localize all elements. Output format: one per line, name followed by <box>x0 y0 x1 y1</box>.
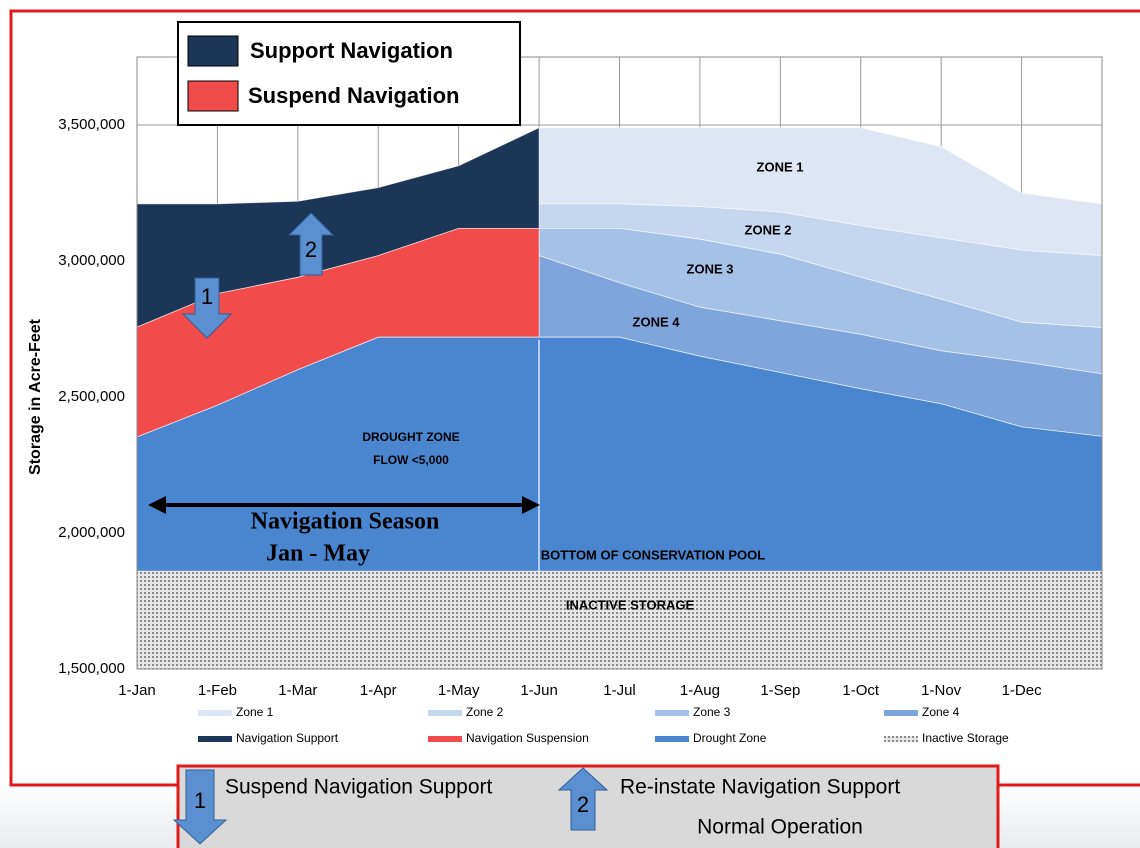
area <box>137 571 1102 669</box>
step-number: 1 <box>194 788 206 813</box>
legend-label: Navigation Support <box>236 731 339 745</box>
y-axis-label: Storage in Acre-Feet <box>27 318 44 475</box>
legend-swatch <box>884 736 918 742</box>
legend-swatch <box>187 80 239 112</box>
y-tick-label: 2,500,000 <box>58 388 125 405</box>
x-tick-label: 1-May <box>438 682 480 699</box>
x-tick-label: 1-Jul <box>603 682 636 699</box>
annotation: ZONE 1 <box>757 159 804 174</box>
y-tick-label: 3,000,000 <box>58 252 125 269</box>
y-tick-label: 2,000,000 <box>58 524 125 541</box>
x-tick-label: 1-Dec <box>1002 682 1043 699</box>
annotation: ZONE 2 <box>745 222 792 237</box>
annotation: FLOW <5,000 <box>373 453 449 467</box>
annotation: INACTIVE STORAGE <box>566 597 695 612</box>
legend-label: Zone 1 <box>236 705 274 719</box>
legend-swatch <box>198 736 232 742</box>
x-tick-label: 1-Nov <box>921 682 962 699</box>
legend-swatch <box>884 710 918 716</box>
annotation: ZONE 4 <box>633 314 681 329</box>
y-tick-label: 1,500,000 <box>58 660 125 677</box>
legend-label: Navigation Suspension <box>466 731 589 745</box>
legend-label: Suspend Navigation <box>248 83 459 108</box>
legend-label: Zone 2 <box>466 705 504 719</box>
x-tick-label: 1-Jan <box>118 682 156 699</box>
legend-label: Inactive Storage <box>922 731 1009 745</box>
legend-swatch <box>428 736 462 742</box>
note: Re-instate Navigation Support <box>620 776 900 799</box>
note: Suspend Navigation Support <box>225 776 493 799</box>
legend-label: Zone 4 <box>922 705 960 719</box>
x-tick-label: 1-Oct <box>842 682 880 699</box>
annotation: 2 <box>305 237 317 262</box>
x-tick-label: 1-Aug <box>680 682 720 699</box>
y-tick-label: 3,500,000 <box>58 116 125 133</box>
up-arrow <box>557 767 609 831</box>
legend-swatch <box>198 710 232 716</box>
note: Normal Operation <box>697 816 863 839</box>
x-tick-label: 1-Apr <box>360 682 397 699</box>
nav-legend: Support Navigation Suspend Navigation <box>177 21 521 126</box>
down-arrow <box>181 277 233 339</box>
down-arrow <box>172 769 228 845</box>
legend-swatch <box>655 736 689 742</box>
x-tick-label: 1-Jun <box>520 682 558 699</box>
annotation: DROUGHT ZONE <box>362 430 459 444</box>
step-number: 2 <box>577 792 589 817</box>
plot-border <box>136 56 1103 670</box>
x-tick-label: 1-Mar <box>278 682 317 699</box>
legend-swatch <box>187 35 239 67</box>
annotation: 1 <box>201 284 213 309</box>
x-tick-label: 1-Feb <box>198 682 237 699</box>
x-tick-label: 1-Sep <box>760 682 800 699</box>
legend-swatch <box>428 710 462 716</box>
annotation: Navigation Season <box>251 509 440 535</box>
annotation: BOTTOM OF CONSERVATION POOL <box>541 547 765 562</box>
legend-label: Drought Zone <box>693 731 767 745</box>
legend-swatch <box>655 710 689 716</box>
up-arrow <box>287 212 335 276</box>
legend-label: Support Navigation <box>250 38 453 63</box>
legend-label: Zone 3 <box>693 705 731 719</box>
notes-box: 1 Suspend Navigation Support 2 Re-instat… <box>172 764 1000 848</box>
annotation: ZONE 3 <box>687 261 734 276</box>
annotation: Jan - May <box>266 541 370 567</box>
plot: 1,500,000 2,000,000 2,500,000 3,000,000 3,50… <box>58 56 1103 745</box>
